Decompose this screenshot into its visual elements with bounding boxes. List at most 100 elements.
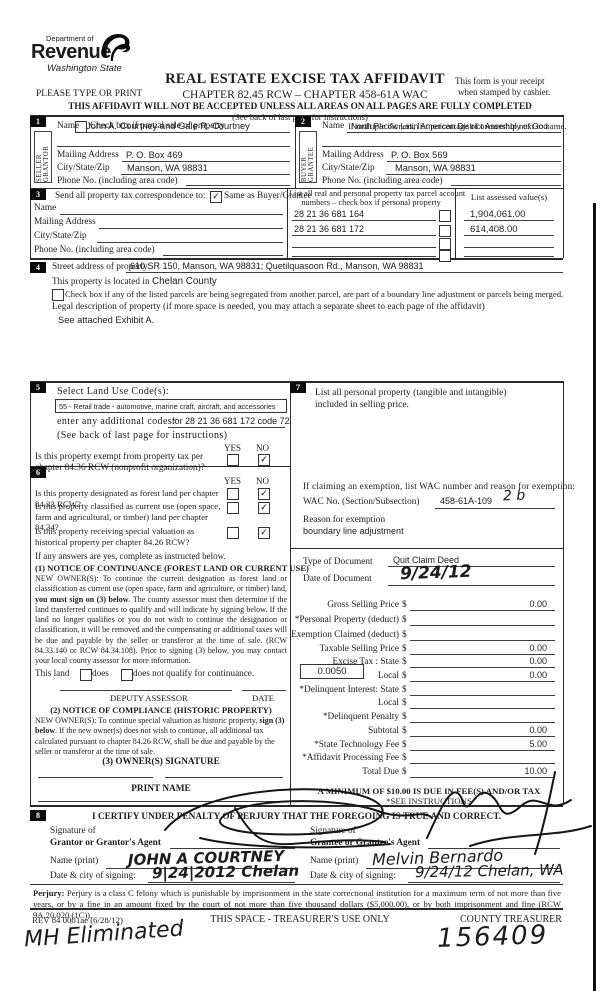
same-as-buyer-checkbox[interactable]: ✓ — [210, 191, 222, 203]
current-use-yes-checkbox[interactable] — [227, 502, 239, 514]
dollar-sign: $ — [402, 726, 407, 736]
parcel-line[interactable] — [292, 220, 436, 221]
form-revision-number: REV 84 0001ae (6/28/12) — [32, 915, 123, 925]
correspondence-city-label: City/State/Zip — [34, 231, 87, 241]
money-value: 5.00 — [529, 739, 547, 749]
money-line[interactable] — [410, 640, 555, 641]
buyer-name-value: North Pacific Latin American District As… — [351, 121, 548, 131]
buyer-mailing-value: P. O. Box 569 — [391, 150, 448, 160]
type-of-document-line[interactable] — [388, 566, 555, 567]
grantor-signature-line[interactable] — [170, 848, 295, 849]
buyer-name2-line[interactable] — [322, 146, 561, 147]
please-type-note: PLEASE TYPE OR PRINT — [36, 89, 143, 99]
does-not-qualify-checkbox[interactable] — [121, 669, 133, 681]
located-in-value: Chelan County — [152, 276, 217, 287]
assessed-line[interactable] — [464, 256, 554, 257]
correspondence-city-line[interactable] — [97, 242, 283, 243]
money-line[interactable] — [410, 708, 555, 709]
correspondence-phone-line[interactable] — [163, 255, 283, 256]
money-line[interactable]: 0.00 — [410, 643, 555, 655]
parcel-personal-checkbox[interactable] — [439, 250, 451, 262]
grantee-date-line[interactable] — [408, 882, 560, 883]
segregated-checkbox[interactable] — [52, 289, 64, 301]
money-line[interactable] — [410, 625, 555, 626]
money-line[interactable]: 10.00 — [410, 766, 555, 778]
money-value: 0.00 — [529, 656, 547, 666]
located-in-label: This property is located in — [52, 277, 150, 287]
seller-mailing-label: Mailing Address — [57, 150, 119, 160]
partial-sale-checkbox[interactable] — [75, 121, 87, 133]
buyer-mailing-line[interactable] — [387, 161, 561, 162]
correspondence-mailing-line[interactable] — [99, 228, 283, 229]
street-address-line[interactable] — [126, 272, 563, 273]
chapter-subtitle: CHAPTER 82.45 RCW – CHAPTER 458-61A WAC — [182, 89, 428, 101]
money-line[interactable]: 0.00 — [410, 599, 555, 611]
grantor-date-line[interactable] — [148, 882, 295, 883]
deputy-date-line[interactable] — [242, 690, 286, 691]
seller-phone-line[interactable] — [186, 185, 290, 186]
owner-signature-line[interactable] — [38, 777, 153, 778]
type-of-document-label: Type of Document — [303, 557, 373, 567]
section-6-badge: 6 — [30, 467, 46, 478]
date-of-document-line[interactable] — [388, 585, 555, 586]
seller-city-line[interactable] — [121, 174, 290, 175]
buyer-phone-line[interactable] — [451, 185, 561, 186]
exempt-no-checkbox[interactable]: ✓ — [258, 454, 270, 466]
buyer-name-line[interactable] — [347, 132, 561, 133]
money-line[interactable] — [410, 722, 555, 723]
forest-yes-checkbox[interactable] — [227, 488, 239, 500]
money-line[interactable] — [410, 695, 555, 696]
historic-yes-checkbox[interactable] — [227, 527, 239, 539]
land-use-code-box[interactable]: 55 - Retail trade - automotive, marine c… — [55, 399, 287, 413]
street-address-value: 610 SR 150, Manson, WA 98831; Quetilquas… — [130, 261, 424, 271]
grantor-name-line[interactable] — [106, 868, 295, 869]
money-value: 0.00 — [529, 725, 547, 735]
forest-no-checkbox[interactable]: ✓ — [258, 488, 270, 500]
current-use-question: Is this property classified as current u… — [35, 501, 221, 532]
seller-name-label: Name — [57, 121, 80, 131]
parcel-personal-checkbox[interactable] — [439, 225, 451, 237]
print-name-line[interactable] — [38, 801, 283, 802]
current-use-no-checkbox[interactable]: ✓ — [258, 502, 270, 514]
assessed-line[interactable] — [464, 220, 554, 221]
money-line[interactable] — [410, 763, 555, 764]
parcel-line[interactable] — [292, 256, 436, 257]
historic-no-checkbox[interactable]: ✓ — [258, 527, 270, 539]
seller-name-line[interactable] — [82, 132, 290, 133]
additional-codes-line[interactable] — [168, 427, 285, 428]
grantor-date-label: Date & city of signing: — [50, 871, 136, 881]
assessed-line[interactable] — [464, 247, 554, 248]
historic-question: Is this property receiving special valua… — [35, 526, 195, 547]
money-line[interactable]: 0.00 — [410, 725, 555, 737]
assessed-line[interactable] — [464, 235, 554, 236]
correspondence-phone-label: Phone No. (including area code) — [34, 245, 155, 255]
money-line[interactable]: 5.00 — [410, 739, 555, 751]
does-qualify-checkbox[interactable] — [80, 669, 92, 681]
dollar-sign: $ — [402, 685, 407, 695]
grantor-signature-label1: Signature of — [50, 826, 96, 836]
money-line[interactable]: 0.00 — [410, 656, 555, 668]
money-line[interactable]: 0.00 — [410, 670, 555, 682]
yes-header: YES — [224, 476, 242, 486]
parcel-line[interactable] — [292, 235, 436, 236]
section-3-badge: 3 — [30, 189, 46, 200]
see-instructions-note: *SEE INSTRUCTIONS — [386, 796, 472, 806]
seller-name2-line[interactable] — [57, 146, 290, 147]
dollar-sign: $ — [402, 740, 407, 750]
seller-mailing-line[interactable] — [122, 161, 290, 162]
buyer-city-line[interactable] — [386, 174, 561, 175]
grantee-name-line[interactable] — [366, 868, 560, 869]
parcel-personal-checkbox[interactable] — [439, 238, 451, 250]
grantee-signature-line[interactable] — [428, 848, 560, 849]
wac-subsection-handwritten: 2 b — [502, 487, 526, 505]
parcel-personal-checkbox[interactable] — [439, 210, 451, 222]
deputy-assessor-line[interactable] — [60, 690, 232, 691]
parcel-line[interactable] — [292, 247, 436, 248]
owner-signature-line[interactable] — [165, 777, 283, 778]
vline — [287, 188, 288, 258]
parcel-header-line1: List all real and personal property tax … — [289, 189, 466, 198]
correspondence-name-line[interactable] — [60, 214, 283, 215]
exempt-yes-checkbox[interactable] — [227, 454, 239, 466]
wac-line[interactable] — [435, 508, 555, 509]
